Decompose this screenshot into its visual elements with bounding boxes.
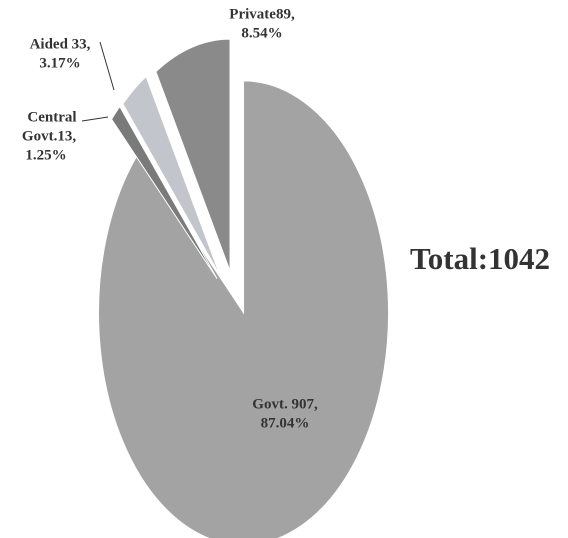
data-label: 1.25% — [25, 147, 66, 163]
pie-slice — [122, 75, 221, 277]
pie-slice — [155, 38, 231, 272]
leader-line — [99, 41, 115, 91]
data-label: 3.17% — [39, 55, 80, 71]
data-label: Govt.13, — [22, 128, 76, 144]
data-label: Aided 33, — [30, 36, 91, 52]
data-label: 87.04% — [261, 415, 310, 431]
total-label: Total:1042 — [410, 241, 550, 276]
leader-line — [81, 116, 109, 122]
data-label: Central — [27, 109, 76, 125]
pie-slice — [98, 80, 390, 538]
pie-slice — [110, 105, 218, 279]
data-label: Govt. 907, — [252, 396, 318, 412]
data-label: 8.54% — [241, 25, 282, 41]
data-label: Private89, — [229, 6, 295, 22]
